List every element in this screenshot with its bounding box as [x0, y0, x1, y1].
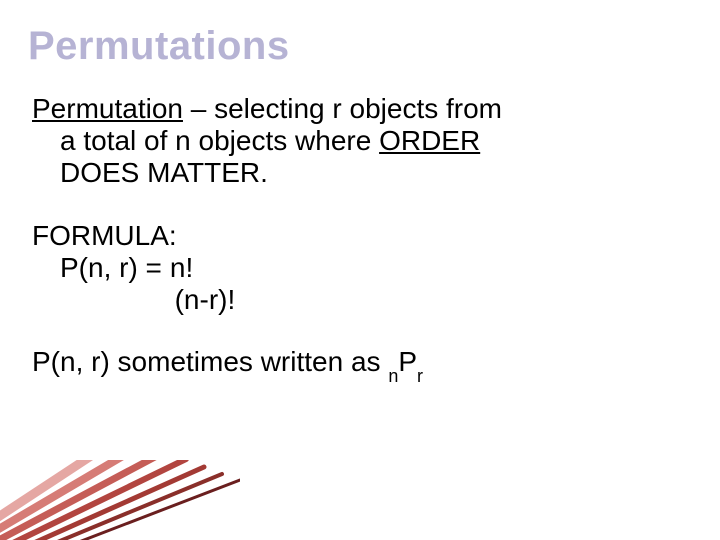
- notation-sub-n: n: [388, 366, 398, 386]
- formula-numerator: n!: [170, 252, 240, 284]
- definition-text-3: DOES MATTER.: [60, 157, 684, 189]
- definition-emphasis: ORDER: [379, 125, 480, 156]
- notation-line: P(n, r) sometimes written as nPr: [28, 346, 684, 383]
- definition-term: Permutation: [32, 93, 183, 124]
- slide-title: Permutations: [28, 24, 684, 69]
- slide: Permutations Permutation – selecting r o…: [0, 0, 720, 540]
- corner-accent-icon: [0, 460, 240, 540]
- definition-text-1: selecting r objects from: [214, 93, 502, 124]
- formula-lhs: P(n, r) =: [60, 252, 164, 284]
- formula-label: FORMULA:: [32, 220, 684, 252]
- formula-denominator: (n-r)!: [175, 284, 236, 316]
- formula-fraction: n! (n-r)!: [170, 252, 240, 316]
- definition-text-2: a total of n objects where: [60, 125, 379, 156]
- notation-prefix: P(n, r) sometimes written as: [32, 346, 388, 377]
- definition-block: Permutation – selecting r objects from a…: [28, 93, 684, 190]
- notation-sub-r: r: [417, 366, 423, 386]
- formula-block: FORMULA: P(n, r) = n! (n-r)!: [28, 220, 684, 317]
- notation-main-p: P: [398, 346, 417, 377]
- definition-separator: –: [183, 93, 214, 124]
